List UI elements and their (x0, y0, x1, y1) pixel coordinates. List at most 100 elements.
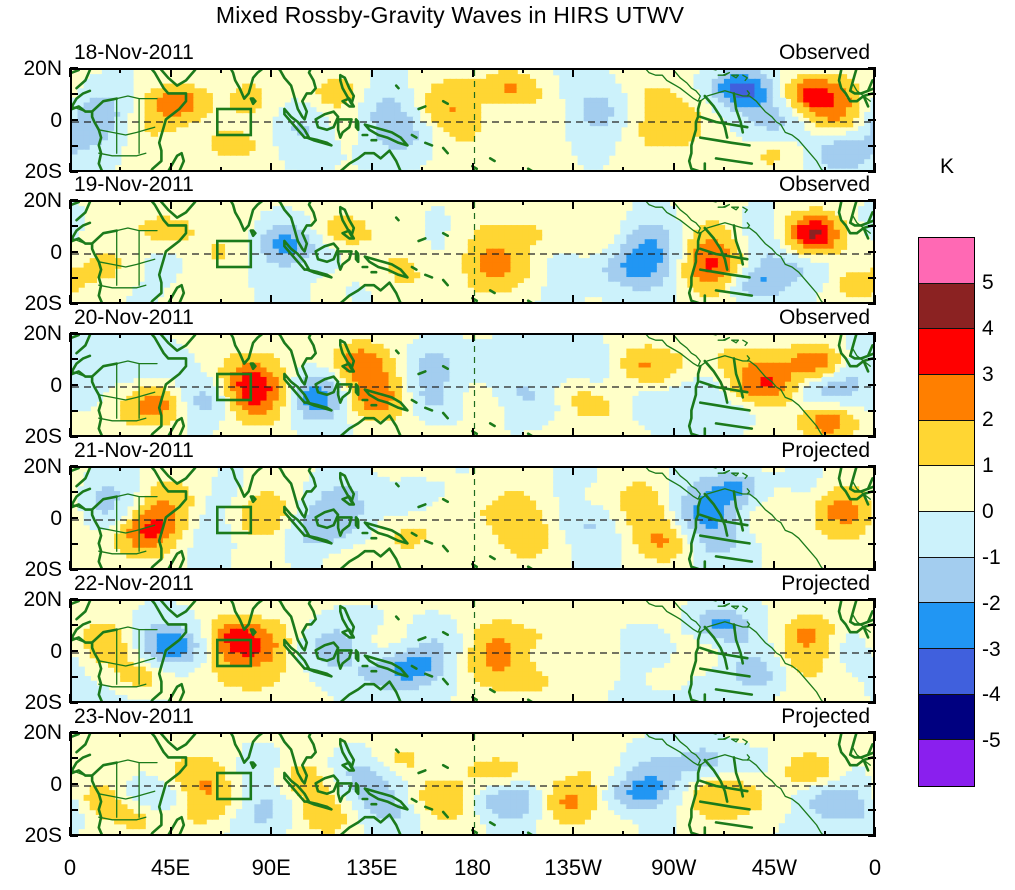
x-axis-tick (823, 698, 826, 703)
y-axis-tick (868, 303, 876, 305)
x-axis-tick (572, 466, 575, 475)
y-axis-tick (868, 119, 876, 121)
x-axis-tick-label: 135E (346, 855, 398, 880)
x-axis-tick (421, 432, 424, 437)
x-axis-tick (320, 599, 323, 604)
x-axis-tick (823, 333, 826, 338)
y-axis-tick (868, 145, 876, 147)
x-axis-tick (69, 466, 71, 475)
x-axis-tick (69, 163, 71, 172)
x-axis-tick (219, 599, 222, 604)
map-panel[interactable] (70, 68, 875, 172)
map-panel[interactable] (70, 200, 875, 304)
y-axis-tick (70, 225, 78, 227)
x-axis-tick (69, 428, 71, 437)
x-axis-tick (270, 694, 273, 703)
x-axis-tick (521, 831, 524, 836)
x-axis-tick (823, 167, 826, 172)
x-axis-tick (270, 68, 273, 77)
x-axis-tick (773, 163, 776, 172)
x-axis-tick (471, 333, 474, 342)
y-axis-tick-label: 20N (23, 322, 62, 345)
y-axis-tick-label: 20N (23, 57, 62, 80)
x-axis-tick (270, 333, 273, 342)
panel-status-label: Observed (778, 41, 870, 64)
y-axis-tick (868, 569, 876, 571)
map-panel[interactable] (70, 333, 875, 437)
x-axis-tick (169, 827, 172, 836)
x-axis-tick-label: 0 (63, 855, 77, 880)
x-axis-tick (723, 831, 726, 836)
x-axis-tick (723, 599, 726, 604)
x-axis-tick (421, 68, 424, 73)
colorbar-tick-label: -3 (982, 637, 1001, 661)
x-axis-tick (471, 200, 474, 209)
x-axis-tick (874, 827, 876, 836)
colorbar-tick-label: 0 (982, 500, 994, 523)
colorbar-band (919, 557, 974, 604)
x-axis-tick (521, 565, 524, 570)
map-panel[interactable] (70, 732, 875, 836)
x-axis-tick (823, 732, 826, 737)
colorbar-tick-label: -2 (982, 591, 1001, 615)
x-axis-tick (471, 163, 474, 172)
colorbar-tick-label: -4 (982, 683, 1001, 707)
y-axis-tick (70, 598, 78, 600)
colorbar-band (919, 329, 974, 375)
colorbar-tick-label: 1 (982, 454, 994, 478)
y-axis-tick (70, 624, 78, 626)
x-axis-tick (421, 698, 424, 703)
map-panel[interactable] (70, 466, 875, 570)
y-axis-tick (868, 410, 876, 412)
x-axis-tick (270, 732, 273, 741)
x-axis-tick (320, 432, 323, 437)
x-axis-tick (773, 827, 776, 836)
x-axis-tick (823, 565, 826, 570)
x-axis-tick (823, 831, 826, 836)
colorbar-band (919, 694, 974, 741)
x-axis-tick (823, 432, 826, 437)
x-axis-tick (723, 732, 726, 737)
x-axis-tick (320, 831, 323, 836)
x-axis-tick (119, 333, 122, 338)
x-axis-tick (69, 561, 71, 570)
colorbar-band (919, 283, 974, 330)
y-axis-tick (868, 543, 876, 545)
map-panel[interactable] (70, 599, 875, 703)
x-axis-tick (823, 200, 826, 205)
y-axis-tick (868, 436, 876, 438)
y-axis-tick (70, 93, 78, 95)
x-axis-tick (874, 295, 876, 304)
x-axis-tick (723, 466, 726, 471)
x-axis-tick (219, 466, 222, 471)
x-axis-tick (874, 200, 876, 209)
x-axis-tick (370, 732, 373, 741)
x-axis-tick (421, 599, 424, 604)
x-axis-tick (521, 299, 524, 304)
x-axis-tick (572, 68, 575, 77)
y-axis-tick (868, 809, 876, 811)
x-axis-tick (672, 295, 675, 304)
x-axis-tick (69, 333, 71, 342)
x-axis-tick (169, 466, 172, 475)
colorbar[interactable] (918, 237, 975, 787)
x-axis-tick (119, 732, 122, 737)
x-axis-tick (622, 200, 625, 205)
y-axis-tick-label: 0 (50, 640, 62, 663)
x-axis-tick (471, 428, 474, 437)
x-axis-tick (119, 432, 122, 437)
y-axis-tick (868, 491, 876, 493)
x-axis-tick (773, 333, 776, 342)
colorbar-band (919, 466, 974, 512)
x-axis-tick (874, 732, 876, 741)
x-axis-tick (270, 428, 273, 437)
x-axis-tick (169, 295, 172, 304)
x-axis-tick (672, 827, 675, 836)
x-axis-tick (672, 466, 675, 475)
y-axis-tick-label: 20S (24, 292, 62, 315)
y-axis-tick (70, 517, 78, 519)
x-axis-tick (370, 295, 373, 304)
y-axis-tick (70, 676, 78, 678)
x-axis-tick (270, 163, 273, 172)
x-axis-tick (672, 694, 675, 703)
